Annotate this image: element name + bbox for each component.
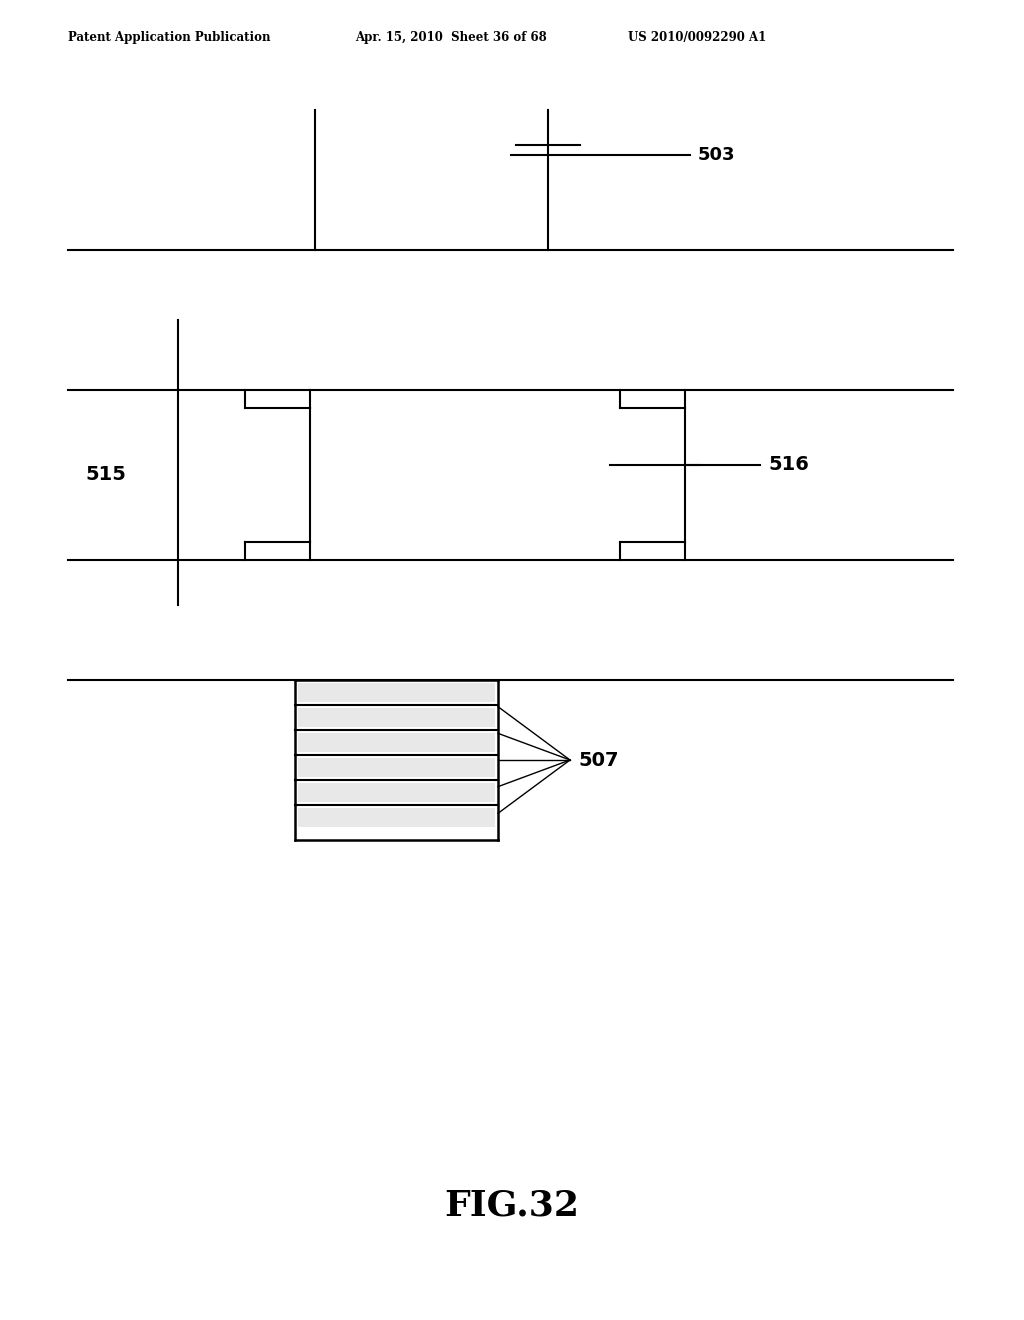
Text: FIG.32: FIG.32: [444, 1188, 580, 1222]
Bar: [298, 783, 495, 803]
Text: 507: 507: [578, 751, 618, 770]
Text: Apr. 15, 2010  Sheet 36 of 68: Apr. 15, 2010 Sheet 36 of 68: [355, 30, 547, 44]
Bar: [298, 758, 495, 777]
Bar: [298, 733, 495, 752]
Text: 516: 516: [768, 455, 809, 474]
Bar: [298, 708, 495, 727]
Text: 503: 503: [698, 147, 735, 164]
Text: US 2010/0092290 A1: US 2010/0092290 A1: [628, 30, 766, 44]
Text: 515: 515: [85, 466, 126, 484]
Bar: [298, 808, 495, 828]
Text: Patent Application Publication: Patent Application Publication: [68, 30, 270, 44]
Bar: [298, 682, 495, 702]
